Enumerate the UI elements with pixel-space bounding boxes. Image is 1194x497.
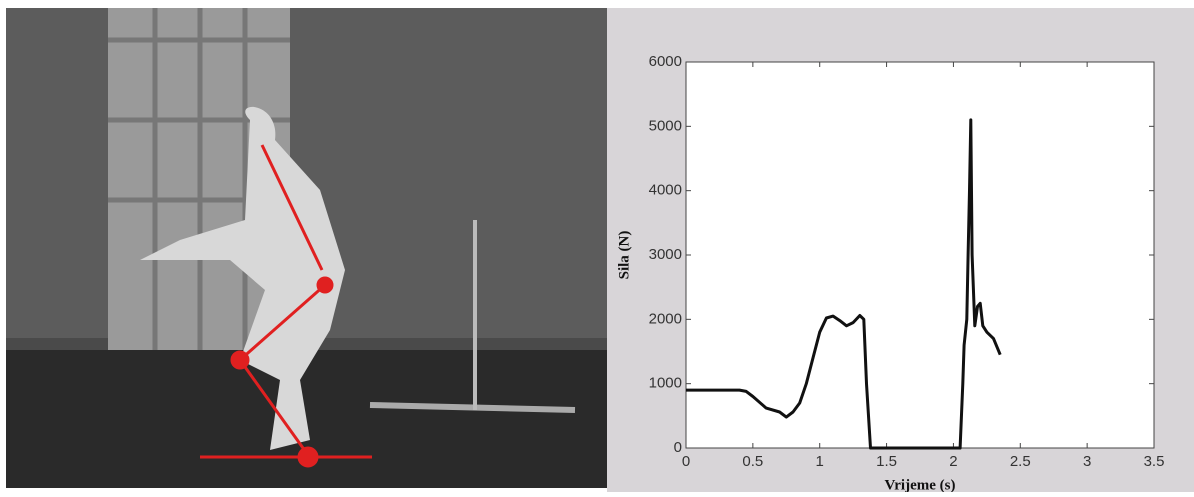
y-tick-label: 5000 bbox=[649, 117, 682, 134]
x-tick-label: 1 bbox=[816, 453, 824, 470]
force-line bbox=[686, 118, 1002, 450]
y-tick-label: 6000 bbox=[649, 53, 682, 70]
photo bbox=[6, 8, 607, 488]
y-tick-label: 2000 bbox=[649, 310, 682, 327]
y-axis-label: Sila (N) bbox=[616, 231, 632, 280]
y-tick-label: 0 bbox=[674, 439, 682, 456]
x-tick-label: 3.5 bbox=[1144, 453, 1165, 470]
y-tick-label: 1000 bbox=[649, 375, 682, 392]
x-tick-label: 2.5 bbox=[1010, 453, 1031, 470]
x-tick-label: 2 bbox=[949, 453, 957, 470]
plot-area bbox=[685, 61, 1155, 449]
x-axis-label: Vrijeme (s) bbox=[885, 477, 956, 492]
x-tick-label: 0.5 bbox=[742, 453, 763, 470]
y-tick-label: 3000 bbox=[649, 246, 682, 263]
x-tick-label: 3 bbox=[1083, 453, 1091, 470]
x-tick-label: 0 bbox=[682, 453, 690, 470]
y-tick-label: 4000 bbox=[649, 182, 682, 199]
x-tick-label: 1.5 bbox=[876, 453, 897, 470]
